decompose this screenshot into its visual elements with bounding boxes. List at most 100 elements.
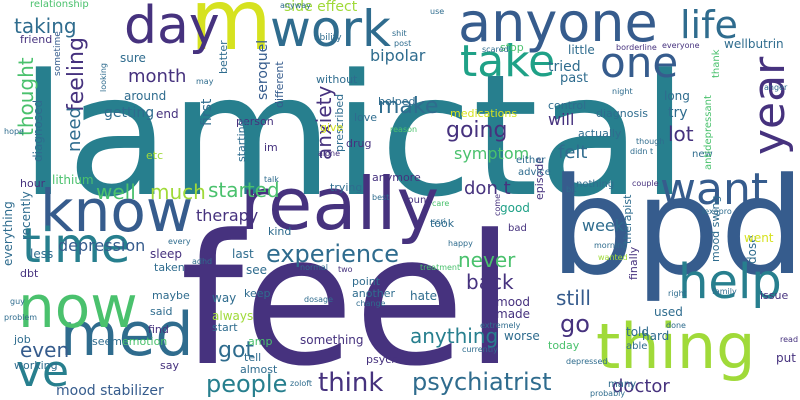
word: started xyxy=(208,178,280,202)
word: good xyxy=(500,201,530,215)
word: zoloft xyxy=(290,379,313,388)
word: treatment xyxy=(420,263,461,272)
word: seroquel xyxy=(255,39,271,100)
word: alone xyxy=(318,149,341,158)
word: thing xyxy=(596,310,756,383)
word: reason xyxy=(390,125,418,134)
word: may xyxy=(196,77,214,86)
word: im xyxy=(264,141,278,154)
word: anyway xyxy=(280,1,311,10)
word: issue xyxy=(760,289,789,302)
word: happy xyxy=(448,239,473,248)
word: went xyxy=(744,231,774,245)
word: relationship xyxy=(30,0,89,10)
word: psychiatrist xyxy=(412,368,552,396)
word: dosage xyxy=(304,295,334,304)
word: etc xyxy=(146,149,164,162)
word: need xyxy=(64,107,85,152)
word: change xyxy=(356,299,386,308)
word: anymore xyxy=(372,171,421,184)
word: normal xyxy=(300,263,329,272)
word: helped xyxy=(378,95,416,108)
word: around xyxy=(124,89,167,103)
word: psych xyxy=(366,353,399,366)
word: though xyxy=(636,137,665,146)
word: much xyxy=(150,180,206,204)
word: bipolar xyxy=(370,46,426,65)
word: want xyxy=(660,164,769,215)
word: try xyxy=(668,105,688,121)
word: bit xyxy=(566,185,577,194)
word: everyone xyxy=(662,41,700,50)
word: go xyxy=(560,310,590,338)
word: wellbutrin xyxy=(724,37,784,51)
word: anything xyxy=(410,324,499,348)
word: seem xyxy=(92,335,122,348)
word: start xyxy=(212,321,238,334)
word: anger xyxy=(764,83,788,92)
word: know xyxy=(40,177,194,245)
word: therapist xyxy=(621,194,634,244)
word: guy xyxy=(10,297,25,306)
word: work xyxy=(270,0,391,58)
word: almost xyxy=(240,363,278,376)
word: taking xyxy=(14,14,77,38)
word: side effect xyxy=(284,0,358,15)
word: borderline xyxy=(616,43,657,52)
word: ability xyxy=(314,33,342,43)
word: say xyxy=(160,359,179,372)
word: tell xyxy=(244,351,262,364)
word: ssri xyxy=(432,217,446,226)
word: control xyxy=(548,99,587,112)
word: lamictal xyxy=(20,38,688,234)
word: will xyxy=(548,110,575,129)
word: lexapro xyxy=(702,207,732,216)
word: taken xyxy=(154,261,185,274)
word: actually xyxy=(578,127,622,140)
word: feeling xyxy=(64,37,89,112)
word: even xyxy=(20,338,70,362)
word: lot xyxy=(668,122,694,146)
word: finally xyxy=(627,246,640,280)
word: dbt xyxy=(20,267,39,280)
word: hate xyxy=(410,289,438,303)
word: help xyxy=(678,254,782,310)
word: never xyxy=(458,248,516,272)
word: see xyxy=(246,263,268,277)
word: lithium xyxy=(52,173,94,187)
word: depressed xyxy=(566,357,608,366)
word: amp xyxy=(248,335,273,348)
word: thank xyxy=(711,49,722,78)
word: wanted xyxy=(598,253,628,262)
word: couple xyxy=(632,179,659,188)
word: two xyxy=(338,265,353,274)
word: depression xyxy=(58,236,146,255)
word: emotion xyxy=(122,335,168,348)
word: experience xyxy=(266,240,400,268)
word: scared xyxy=(482,45,509,54)
word: said xyxy=(150,305,173,318)
word: starting xyxy=(235,119,248,162)
word: point xyxy=(352,275,381,288)
word: many xyxy=(608,379,637,390)
word: right xyxy=(668,289,687,298)
word: use xyxy=(430,7,445,16)
word: med xyxy=(60,300,194,370)
word: made xyxy=(496,307,531,321)
word: love xyxy=(354,111,378,124)
word: read xyxy=(780,335,799,344)
word: ve xyxy=(16,346,70,397)
word: person xyxy=(236,115,274,128)
word: night xyxy=(612,87,633,96)
word: sure xyxy=(120,51,146,65)
word: recently xyxy=(19,191,33,240)
word: feel xyxy=(180,197,515,400)
word: job xyxy=(14,333,31,346)
word: worse xyxy=(504,329,540,343)
word: problem xyxy=(4,313,38,322)
word: less xyxy=(30,247,54,261)
word: post xyxy=(394,39,412,48)
word: probably xyxy=(590,389,626,398)
word: diagnosis xyxy=(596,107,648,120)
word: morning xyxy=(594,241,628,250)
